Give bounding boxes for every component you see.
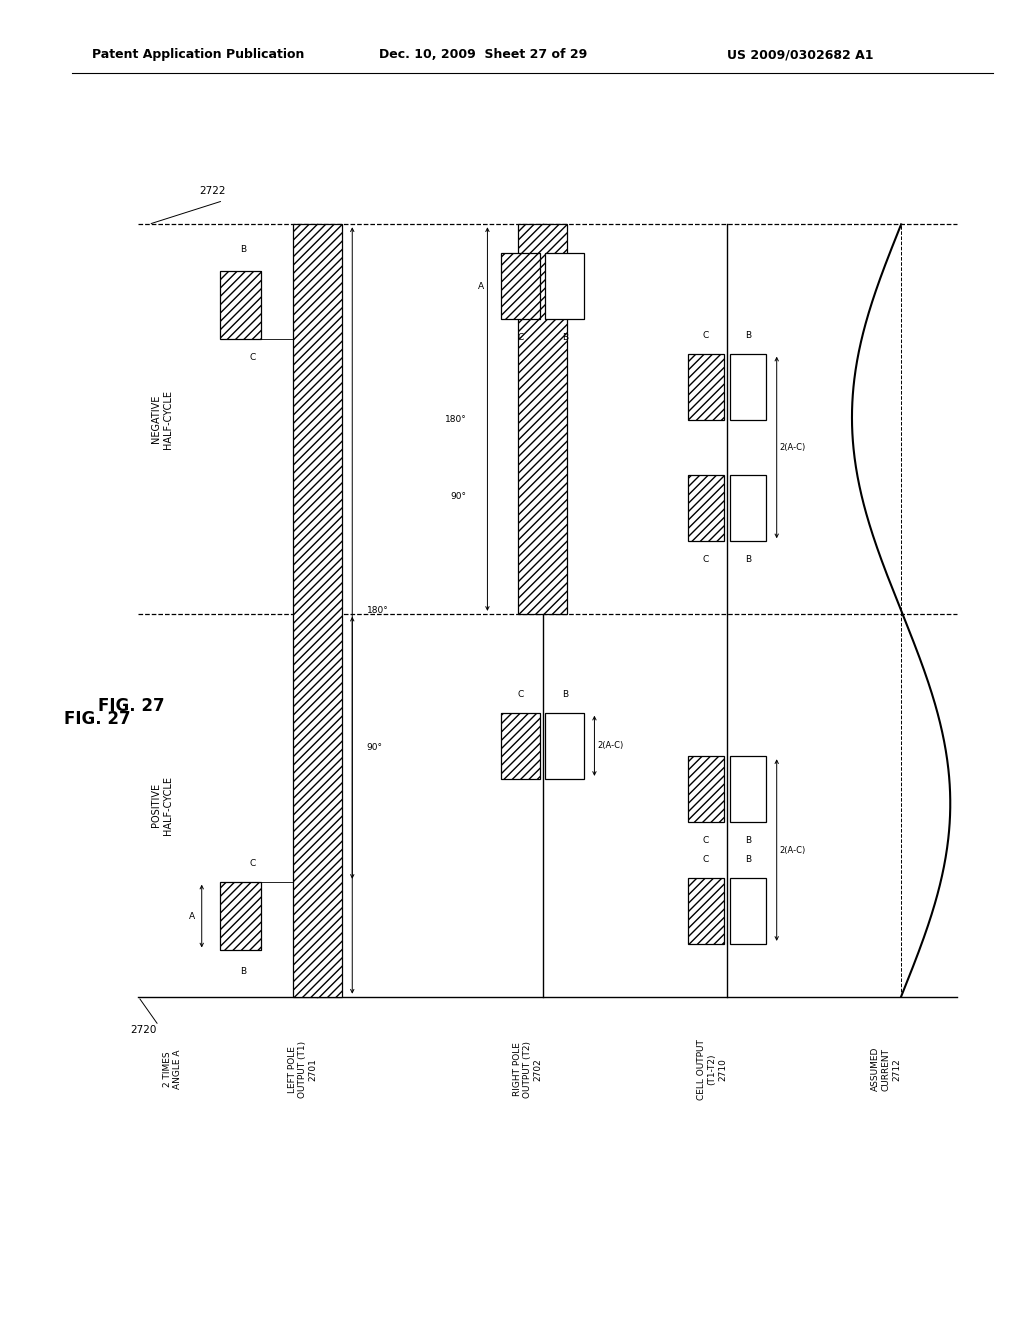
Text: NEGATIVE
HALF-CYCLE: NEGATIVE HALF-CYCLE xyxy=(151,389,173,449)
Text: C: C xyxy=(702,556,710,564)
Bar xyxy=(688,475,725,541)
Text: B: B xyxy=(745,556,751,564)
Bar xyxy=(502,713,541,779)
Text: Dec. 10, 2009  Sheet 27 of 29: Dec. 10, 2009 Sheet 27 of 29 xyxy=(379,48,587,61)
Text: C: C xyxy=(517,334,524,342)
Bar xyxy=(545,713,584,779)
Text: CELL OUTPUT
(T1-T2)
2710: CELL OUTPUT (T1-T2) 2710 xyxy=(697,1039,727,1100)
Text: LEFT POLE
OUTPUT (T1)
2701: LEFT POLE OUTPUT (T1) 2701 xyxy=(288,1040,317,1098)
Text: A: A xyxy=(188,912,195,920)
Bar xyxy=(518,224,567,614)
Text: B: B xyxy=(240,246,246,253)
Bar xyxy=(688,354,725,420)
Bar xyxy=(729,878,766,944)
Text: US 2009/0302682 A1: US 2009/0302682 A1 xyxy=(727,48,873,61)
Text: C: C xyxy=(702,855,710,863)
Text: 180°: 180° xyxy=(367,606,388,615)
Text: B: B xyxy=(745,331,751,339)
Text: RIGHT POLE
OUTPUT (T2)
2702: RIGHT POLE OUTPUT (T2) 2702 xyxy=(513,1040,543,1098)
Text: B: B xyxy=(745,855,751,863)
Text: 2(A-C): 2(A-C) xyxy=(780,846,806,854)
Text: FIG. 27: FIG. 27 xyxy=(63,710,131,729)
Bar xyxy=(729,756,766,822)
Text: B: B xyxy=(745,837,751,845)
Text: 2(A-C): 2(A-C) xyxy=(780,444,806,451)
Text: 2722: 2722 xyxy=(200,186,226,197)
Text: C: C xyxy=(517,690,524,698)
Text: C: C xyxy=(250,859,256,867)
Text: B: B xyxy=(562,334,567,342)
Text: Patent Application Publication: Patent Application Publication xyxy=(92,48,304,61)
Text: 2720: 2720 xyxy=(130,1024,157,1035)
Text: ASSUMED
CURRENT
2712: ASSUMED CURRENT 2712 xyxy=(871,1047,901,1092)
Text: C: C xyxy=(250,354,256,362)
Bar xyxy=(502,253,541,319)
Text: A: A xyxy=(478,282,483,290)
Bar xyxy=(729,354,766,420)
Text: 2(A-C): 2(A-C) xyxy=(598,742,624,750)
Text: C: C xyxy=(702,331,710,339)
Text: 2 TIMES
ANGLE A: 2 TIMES ANGLE A xyxy=(163,1049,182,1089)
Text: B: B xyxy=(562,690,567,698)
Text: 90°: 90° xyxy=(367,743,383,752)
Bar xyxy=(545,253,584,319)
Bar xyxy=(688,756,725,822)
Bar xyxy=(220,271,261,339)
Text: 90°: 90° xyxy=(451,492,467,502)
Text: C: C xyxy=(702,837,710,845)
Text: FIG. 27: FIG. 27 xyxy=(98,697,165,715)
Bar xyxy=(220,882,261,950)
Text: 180°: 180° xyxy=(445,414,467,424)
Text: B: B xyxy=(240,968,246,975)
Bar xyxy=(688,878,725,944)
Bar xyxy=(729,475,766,541)
Bar xyxy=(293,224,342,997)
Text: POSITIVE
HALF-CYCLE: POSITIVE HALF-CYCLE xyxy=(151,776,173,834)
